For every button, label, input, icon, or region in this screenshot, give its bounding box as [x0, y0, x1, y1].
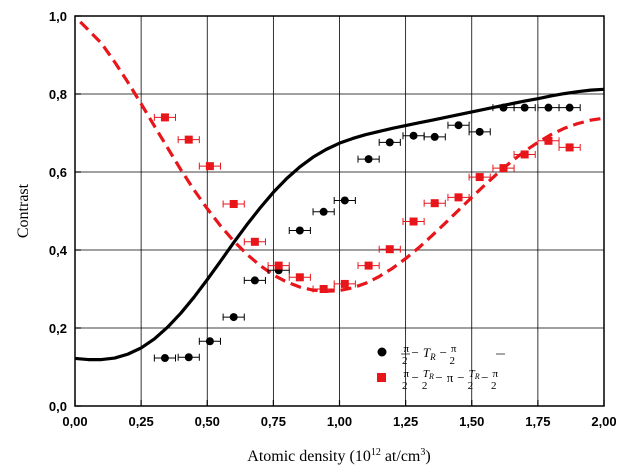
data-point-black [385, 138, 394, 147]
data-point-red [205, 162, 214, 171]
theory-curve-solid [75, 87, 604, 362]
data-point-black [340, 196, 349, 205]
data-point-black [319, 207, 328, 216]
data-point-red [364, 261, 373, 270]
data-point-red [385, 245, 394, 254]
data-point-red [340, 279, 349, 288]
x-tick-label: 0,00 [62, 414, 87, 429]
legend-label-series-2: π 2− TR 2− π − TR 2− π 2 [402, 368, 498, 392]
data-point-red [274, 261, 283, 270]
x-tick-label: 1,75 [525, 414, 550, 429]
data-points [153, 103, 581, 363]
y-tick-label: 1,0 [49, 9, 67, 24]
data-point-red [499, 164, 508, 173]
x-tick-label: 1,50 [459, 414, 484, 429]
data-point-red [475, 173, 484, 182]
y-tick-label: 0,4 [49, 243, 68, 258]
y-tick-label: 0,2 [49, 321, 67, 336]
y-axis-title: Contrast [15, 183, 32, 238]
x-tick-label: 2,00 [591, 414, 616, 429]
data-point-black [430, 132, 439, 141]
data-point-black [364, 155, 373, 164]
theory-curves [75, 20, 604, 362]
data-point-black [184, 353, 193, 362]
data-point-red [409, 217, 418, 226]
legend-marker-red-square [377, 373, 386, 382]
data-point-red [319, 285, 328, 293]
data-point-black [565, 103, 574, 112]
legend: π 2− TR − π 2 π 2− TR 2− π − TR 2− π 2 [377, 343, 505, 392]
data-point-black [499, 103, 508, 112]
theory-curve-dashed [79, 20, 604, 293]
data-point-red [184, 135, 193, 144]
data-point-red [160, 113, 169, 122]
data-point-red [520, 150, 529, 159]
y-tick-label: 0,0 [49, 399, 67, 414]
legend-series-1-expr: π 2− TR − π 2 [402, 343, 457, 367]
y-tick-label: 0,6 [49, 165, 67, 180]
x-axis-ticks: 0,00 0,25 0,50 0,75 1,00 1,25 1,50 1,75 2,00 [62, 400, 617, 429]
x-tick-label: 0,75 [261, 414, 286, 429]
data-point-red [229, 199, 238, 208]
data-point-red [250, 237, 259, 246]
y-axis-ticks: 0,0 0,2 0,4 0,6 0,8 1,0 [49, 9, 81, 414]
data-point-black [229, 313, 238, 322]
data-point-red [454, 193, 463, 202]
legend-marker-black-circle [377, 347, 387, 357]
data-point-black [409, 131, 418, 140]
x-tick-label: 1,00 [327, 414, 352, 429]
data-point-black [520, 103, 529, 112]
x-tick-label: 1,25 [393, 414, 418, 429]
x-tick-label: 0,25 [128, 414, 153, 429]
y-tick-label: 0,8 [49, 87, 67, 102]
data-point-black [454, 121, 463, 130]
data-point-black [295, 226, 304, 235]
x-tick-label: 0,50 [195, 414, 220, 429]
data-point-red [295, 273, 304, 282]
data-point-black [475, 127, 484, 136]
data-point-black [205, 337, 214, 346]
legend-label-series-1: π 2− TR − π 2 [402, 343, 457, 367]
data-point-black [250, 276, 259, 285]
data-point-red [565, 143, 574, 152]
data-point-black [544, 103, 553, 112]
data-point-red [544, 136, 553, 145]
data-point-black [160, 354, 169, 363]
x-axis-title: Atomic density (1012 at/cm3) [247, 447, 430, 465]
data-point-red [430, 199, 439, 208]
